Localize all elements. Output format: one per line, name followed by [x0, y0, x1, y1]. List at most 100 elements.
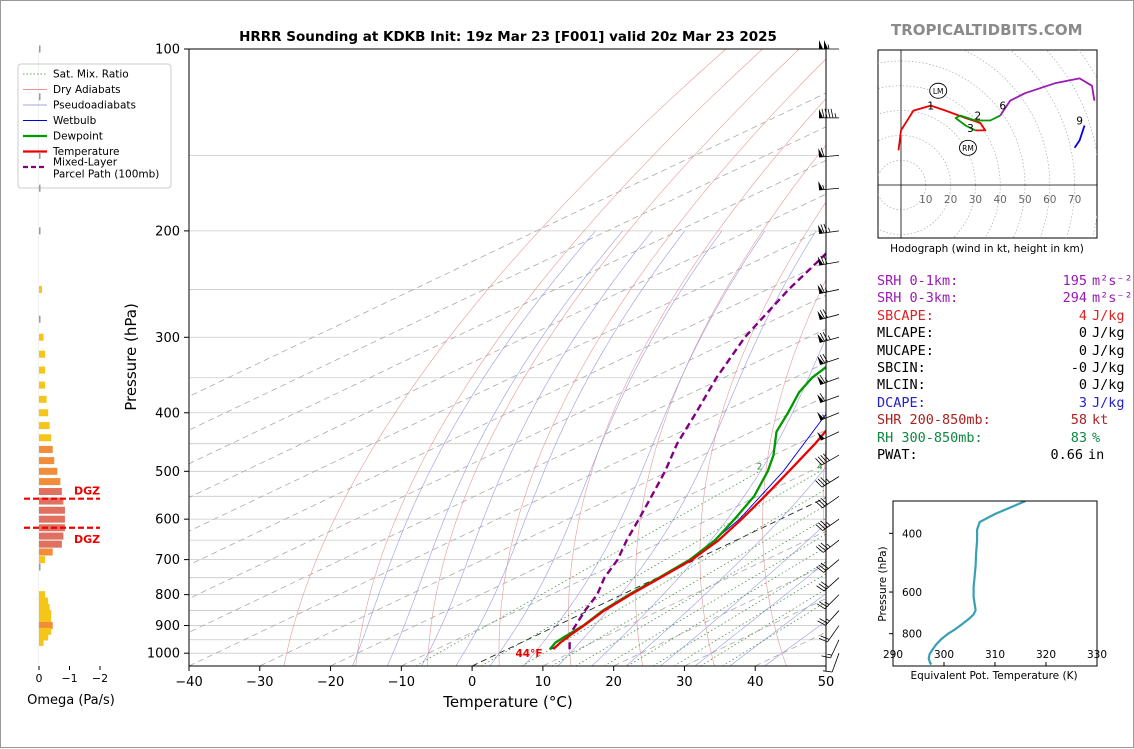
omega-bar: [39, 548, 53, 555]
x-tick-label: 10: [535, 675, 552, 690]
pseudoadiabat: [352, 231, 595, 667]
omega-bar: [39, 468, 57, 475]
y-tick-label: 400: [155, 406, 180, 421]
theta-e-y-tick-label: 600: [902, 587, 922, 599]
chart-title: HRRR Sounding at KDKB Init: 19z Mar 23 […: [239, 29, 777, 45]
parameter-label: SBCAPE:: [877, 308, 997, 325]
wind-barb: [818, 181, 839, 190]
hodograph-height-label: 6: [999, 101, 1006, 113]
omega-bar: [39, 556, 45, 563]
omega-tick-label: −1: [61, 672, 77, 685]
parameter-unit: J/kg: [1092, 360, 1125, 377]
dgz-label: DGZ: [74, 533, 100, 546]
wind-barb: [822, 640, 839, 658]
mixing-ratio-line: [552, 471, 885, 666]
parameter-value: -0: [997, 360, 1087, 377]
dry-adiabat: [284, 49, 726, 666]
hodograph-ring-label: 10: [919, 194, 932, 206]
y-axis-label: Pressure (hPa): [122, 303, 140, 411]
hodograph-height-label: 1: [927, 101, 934, 113]
theta-e-x-label: Equivalent Pot. Temperature (K): [910, 670, 1077, 682]
omega-bar: [39, 507, 65, 514]
parameter-label: MUCAPE:: [877, 343, 997, 360]
omega-bar: [39, 533, 63, 540]
parameter-row: MLCAPE:0 J/kg: [877, 325, 1133, 342]
wind-barb: [816, 560, 839, 573]
wind-barb: [818, 148, 839, 157]
y-tick-label: 200: [155, 224, 180, 239]
parameter-unit: J/kg: [1092, 308, 1125, 325]
pseudoadiabat: [489, 231, 722, 667]
mixing-ratio-line: [522, 471, 857, 666]
omega-bar: [39, 382, 45, 389]
dry-adiabat: [635, 49, 909, 666]
dry-adiabat: [428, 49, 800, 666]
parameter-value: 58: [997, 412, 1087, 429]
y-tick-label: 100: [155, 43, 180, 58]
parameter-unit: J/kg: [1092, 325, 1125, 342]
parameter-value: 0: [997, 325, 1087, 342]
omega-bar: [39, 334, 44, 341]
parameter-label: SRH 0-3km:: [877, 290, 997, 307]
mixing-ratio-label: 2: [757, 462, 762, 472]
hodograph-ring-label: 40: [994, 194, 1007, 206]
omega-bar: [39, 185, 41, 192]
wind-barb: [816, 477, 839, 488]
omega-bar: [39, 488, 62, 495]
hodograph-caption: Hodograph (wind in kt, height in km): [890, 243, 1084, 255]
omega-bar: [39, 434, 51, 441]
parameter-row: RH 300-850mb:83%: [877, 430, 1133, 447]
hodograph-frame: [878, 50, 1097, 238]
parameter-unit: %: [1092, 430, 1100, 447]
parameter-label: MLCAPE:: [877, 325, 997, 342]
parameter-value: 3: [997, 395, 1087, 412]
omega-bar: [39, 598, 48, 605]
dgz-label: DGZ: [74, 485, 100, 498]
omega-bar: [39, 93, 41, 100]
omega-bar: [39, 478, 60, 485]
omega-bar: [39, 227, 41, 234]
theta-e-x-tick-label: 300: [934, 649, 954, 661]
wind-barb: [817, 595, 839, 609]
theta-e-x-tick-label: 320: [1036, 649, 1056, 661]
mixing-ratio-label: 4: [817, 462, 822, 472]
hodograph-ring-label: 60: [1043, 194, 1056, 206]
theta-e-y-tick-label: 800: [902, 629, 922, 641]
x-tick-label: −10: [388, 675, 415, 690]
dry-adiabat: [568, 49, 872, 666]
y-tick-label: 1000: [147, 647, 180, 662]
parameter-value: 294: [997, 290, 1087, 307]
mixing-ratio-line: [481, 471, 820, 666]
wind-barb: [817, 309, 839, 319]
hodograph-height-label: 3: [967, 123, 974, 135]
wind-barb: [818, 611, 839, 626]
series-line-mixed-layer: [567, 231, 848, 649]
wind-barb: [819, 626, 839, 642]
omega-bar: [39, 316, 41, 323]
hodograph-height-label: 9: [1076, 116, 1083, 128]
omega-bar: [39, 563, 41, 570]
x-tick-label: 0: [468, 675, 476, 690]
parameter-label: SHR 200-850mb:: [877, 412, 997, 429]
omega-bar: [39, 409, 48, 416]
hodograph-height-label: 2: [975, 111, 982, 123]
parameter-value: 83: [997, 430, 1087, 447]
parameter-unit: in: [1088, 447, 1104, 464]
parameter-label: MLCIN:: [877, 377, 997, 394]
y-tick-label: 700: [155, 553, 180, 568]
pseudoadiabat: [387, 231, 623, 667]
legend-label: Wetbulb: [53, 115, 97, 127]
omega-bar: [39, 152, 41, 159]
omega-bar: [39, 591, 45, 598]
legend-label: Sat. Mix. Ratio: [53, 69, 129, 81]
omega-tick-label: −2: [92, 672, 108, 685]
omega-bar: [39, 446, 53, 453]
parameter-value: 0: [997, 377, 1087, 394]
wind-barb: [818, 224, 839, 234]
